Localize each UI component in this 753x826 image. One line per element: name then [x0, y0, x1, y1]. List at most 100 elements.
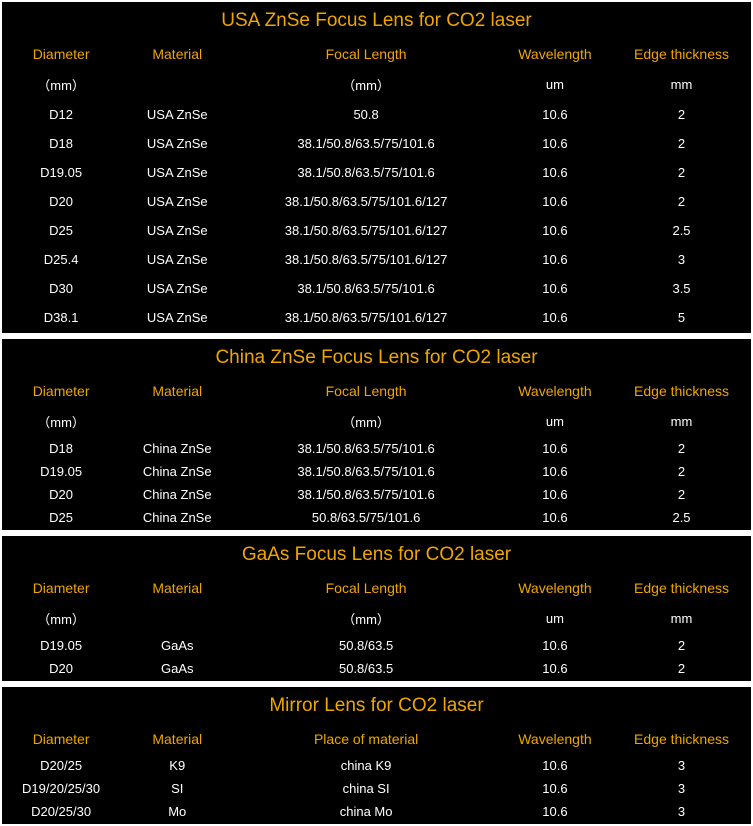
data-cell: 10.6 — [498, 217, 612, 244]
tables-container: USA ZnSe Focus Lens for CO2 laserDiamete… — [0, 0, 753, 826]
data-cell: 50.8 — [236, 101, 496, 128]
data-cell: 50.8/63.5 — [236, 658, 496, 679]
column-header: Focal Length — [236, 377, 496, 405]
unit-cell: mm — [614, 70, 749, 99]
data-cell: 2 — [614, 101, 749, 128]
data-cell: SI — [120, 778, 234, 799]
data-cell: 38.1/50.8/63.5/75/101.6 — [236, 484, 496, 505]
data-cell: 10.6 — [498, 461, 612, 482]
table-row: D20/25K9china K910.63 — [4, 755, 749, 776]
data-cell: USA ZnSe — [120, 130, 234, 157]
table-title: Mirror Lens for CO2 laser — [4, 689, 749, 723]
table-row: D20/25/30Mochina Mo10.63 — [4, 801, 749, 822]
data-cell: 10.6 — [498, 159, 612, 186]
data-cell: D20/25/30 — [4, 801, 118, 822]
data-cell: D19/20/25/30 — [4, 778, 118, 799]
column-header: Wavelength — [498, 377, 612, 405]
table-row: D19/20/25/30SIchina SI10.63 — [4, 778, 749, 799]
unit-cell — [120, 407, 234, 436]
data-cell: 38.1/50.8/63.5/75/101.6 — [236, 275, 496, 302]
table-row: D19.05China ZnSe38.1/50.8/63.5/75/101.61… — [4, 461, 749, 482]
data-cell: USA ZnSe — [120, 101, 234, 128]
table-title: USA ZnSe Focus Lens for CO2 laser — [4, 4, 749, 38]
data-cell: D30 — [4, 275, 118, 302]
data-cell: 38.1/50.8/63.5/75/101.6/127 — [236, 304, 496, 331]
table-row: D18China ZnSe38.1/50.8/63.5/75/101.610.6… — [4, 438, 749, 459]
data-cell: 10.6 — [498, 188, 612, 215]
data-cell: 38.1/50.8/63.5/75/101.6 — [236, 461, 496, 482]
column-header: Edge thickness — [614, 40, 749, 68]
column-header: Edge thickness — [614, 377, 749, 405]
spec-table: China ZnSe Focus Lens for CO2 laserDiame… — [2, 339, 751, 530]
data-cell: USA ZnSe — [120, 217, 234, 244]
table-row: D38.1USA ZnSe38.1/50.8/63.5/75/101.6/127… — [4, 304, 749, 331]
data-cell: D19.05 — [4, 461, 118, 482]
data-cell: Mo — [120, 801, 234, 822]
data-cell: 2 — [614, 635, 749, 656]
data-cell: D25 — [4, 507, 118, 528]
data-cell: 2 — [614, 159, 749, 186]
data-cell: 2 — [614, 484, 749, 505]
data-cell: K9 — [120, 755, 234, 776]
unit-cell — [120, 70, 234, 99]
data-cell: 2 — [614, 461, 749, 482]
data-cell: 10.6 — [498, 130, 612, 157]
data-cell: 10.6 — [498, 101, 612, 128]
data-cell: 38.1/50.8/63.5/75/101.6 — [236, 159, 496, 186]
data-cell: china Mo — [236, 801, 496, 822]
column-header: Focal Length — [236, 574, 496, 602]
data-cell: 10.6 — [498, 755, 612, 776]
data-cell: 3.5 — [614, 275, 749, 302]
data-cell: 38.1/50.8/63.5/75/101.6 — [236, 130, 496, 157]
unit-cell: （mm） — [4, 604, 118, 633]
data-cell: 10.6 — [498, 801, 612, 822]
data-cell: 10.6 — [498, 658, 612, 679]
data-cell: 38.1/50.8/63.5/75/101.6 — [236, 438, 496, 459]
unit-cell: （mm） — [236, 407, 496, 436]
data-cell: 10.6 — [498, 635, 612, 656]
data-cell: 3 — [614, 778, 749, 799]
data-cell: 10.6 — [498, 778, 612, 799]
data-cell: USA ZnSe — [120, 246, 234, 273]
data-cell: 10.6 — [498, 507, 612, 528]
column-header: Edge thickness — [614, 725, 749, 753]
data-cell: China ZnSe — [120, 484, 234, 505]
unit-cell: um — [498, 604, 612, 633]
column-header: Material — [120, 725, 234, 753]
table-title: China ZnSe Focus Lens for CO2 laser — [4, 341, 749, 375]
data-cell: 2 — [614, 658, 749, 679]
data-cell: 38.1/50.8/63.5/75/101.6/127 — [236, 246, 496, 273]
data-cell: 5 — [614, 304, 749, 331]
table-row: D19.05USA ZnSe38.1/50.8/63.5/75/101.610.… — [4, 159, 749, 186]
table-title: GaAs Focus Lens for CO2 laser — [4, 538, 749, 572]
table-row: D20China ZnSe38.1/50.8/63.5/75/101.610.6… — [4, 484, 749, 505]
unit-cell: （mm） — [4, 407, 118, 436]
data-cell: 38.1/50.8/63.5/75/101.6/127 — [236, 217, 496, 244]
data-cell: D18 — [4, 130, 118, 157]
data-cell: 50.8/63.5 — [236, 635, 496, 656]
unit-cell: mm — [614, 604, 749, 633]
unit-cell: um — [498, 70, 612, 99]
data-cell: D18 — [4, 438, 118, 459]
column-header: Edge thickness — [614, 574, 749, 602]
data-cell: 2 — [614, 130, 749, 157]
column-header: Diameter — [4, 377, 118, 405]
table-row: D12USA ZnSe50.810.62 — [4, 101, 749, 128]
data-cell: 2 — [614, 438, 749, 459]
column-header: Material — [120, 574, 234, 602]
data-cell: USA ZnSe — [120, 188, 234, 215]
data-cell: D20 — [4, 658, 118, 679]
table-row: D20GaAs50.8/63.510.62 — [4, 658, 749, 679]
data-cell: China ZnSe — [120, 507, 234, 528]
unit-cell — [120, 604, 234, 633]
data-cell: 3 — [614, 246, 749, 273]
table-row: D19.05GaAs50.8/63.510.62 — [4, 635, 749, 656]
column-header: Wavelength — [498, 40, 612, 68]
column-header: Diameter — [4, 40, 118, 68]
unit-cell: （mm） — [4, 70, 118, 99]
data-cell: 10.6 — [498, 304, 612, 331]
data-cell: 2 — [614, 188, 749, 215]
data-cell: 3 — [614, 755, 749, 776]
data-cell: D12 — [4, 101, 118, 128]
spec-table: GaAs Focus Lens for CO2 laserDiameterMat… — [2, 536, 751, 681]
